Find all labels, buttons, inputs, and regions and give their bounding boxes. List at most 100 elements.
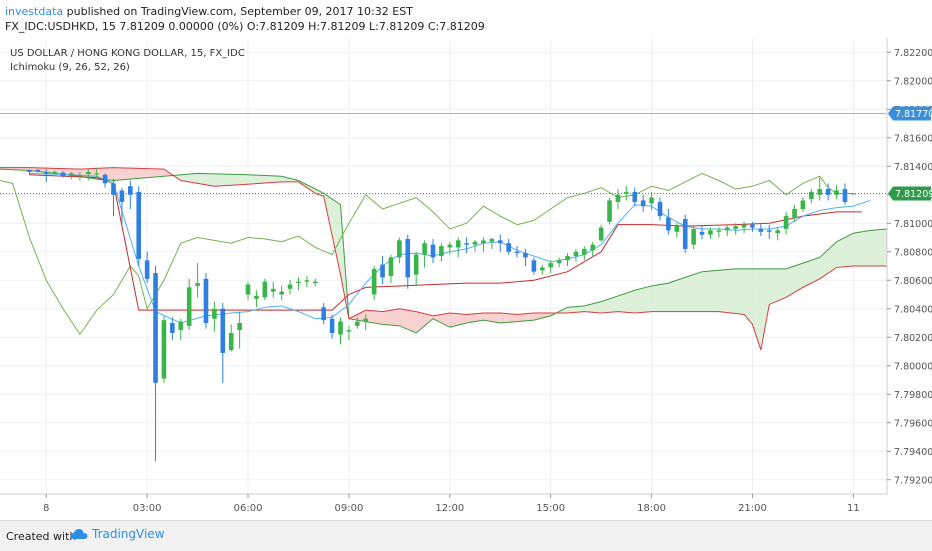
candle (523, 248, 528, 266)
candle (270, 281, 276, 298)
candle-body (27, 169, 32, 172)
candle-body (77, 174, 83, 176)
candle-body (203, 278, 209, 323)
candle (792, 204, 797, 222)
candle-body (296, 281, 301, 284)
candle-body (573, 251, 579, 257)
candle (766, 224, 772, 239)
candle-body (523, 253, 528, 258)
publish-info: published on TradingView.com, September … (63, 5, 413, 18)
candle-body (228, 332, 234, 351)
candle-body (775, 230, 781, 234)
symbol-legend[interactable]: US DOLLAR / HONG KONG DOLLAR, 15, FX_IDC (10, 48, 245, 59)
publish-line: investdata published on TradingView.com,… (5, 5, 413, 18)
candle-body (699, 231, 705, 235)
candle-body (355, 321, 360, 326)
candle-body (237, 323, 242, 331)
candle (119, 187, 125, 224)
candle (35, 169, 41, 173)
price-tick-label: 7.79400 (894, 447, 932, 458)
candle (136, 186, 142, 266)
price-tick-label: 7.81600 (894, 133, 932, 144)
candle-body (539, 267, 545, 271)
candle (716, 227, 722, 238)
candle-body (632, 191, 638, 202)
candle-body (94, 173, 99, 175)
candle (439, 243, 444, 262)
candle (262, 278, 268, 301)
tradingview-logo[interactable]: TradingView (70, 527, 165, 541)
candle (758, 223, 764, 237)
candle (380, 256, 385, 285)
candle (60, 171, 66, 178)
indicator-legend[interactable]: Ichimoku (9, 26, 52, 26) (10, 62, 130, 73)
candle-body (380, 264, 385, 278)
candle-body (825, 189, 831, 195)
candle (321, 303, 327, 325)
candle-body (682, 218, 688, 249)
candle-body (447, 244, 453, 248)
candle-body (371, 268, 377, 295)
cloud-logo-icon (70, 529, 88, 539)
candle (632, 187, 638, 207)
candle-body (809, 191, 814, 200)
candle-body (262, 281, 268, 298)
candle (607, 197, 612, 225)
candle (346, 325, 352, 341)
candle (733, 223, 738, 235)
candle (624, 186, 629, 201)
price-badges: 7.81770 7.81209 (888, 106, 932, 201)
candle-body (321, 307, 327, 321)
candle-body (52, 171, 57, 174)
candle-body (102, 174, 108, 184)
footer: Created with TradingView (0, 520, 932, 551)
candle-body (35, 169, 41, 172)
candle-body (270, 288, 276, 292)
time-tick-label: 21:00 (738, 503, 767, 514)
senkou-span-b-line (0, 167, 887, 351)
candle-body (136, 191, 142, 259)
candle-body (489, 238, 495, 242)
candle (371, 266, 377, 301)
candle (195, 263, 200, 298)
candle-body (800, 200, 806, 209)
candle (397, 237, 402, 264)
price-chart[interactable]: 7.822007.820007.818007.816007.814007.812… (0, 38, 932, 520)
candle-body (60, 172, 66, 177)
candle-body (178, 321, 184, 331)
candle-body (851, 193, 856, 195)
candle (111, 179, 116, 217)
candle (279, 285, 284, 301)
price-tick-label: 7.80600 (894, 276, 932, 287)
high-price-badge: 7.81770 (888, 106, 932, 121)
candle (489, 237, 495, 249)
candle-body (186, 287, 192, 326)
candle-body (388, 257, 394, 276)
candle (153, 266, 158, 462)
candle (287, 280, 293, 295)
price-tick-label: 7.81000 (894, 219, 932, 230)
candle (682, 214, 688, 254)
candle-body (279, 291, 284, 295)
author-link[interactable]: investdata (5, 5, 64, 18)
candle (27, 169, 32, 175)
price-tick-label: 7.80200 (894, 333, 932, 344)
candle-body (607, 200, 612, 222)
candle (775, 227, 781, 241)
candle (237, 311, 242, 349)
candle-body (624, 191, 629, 194)
candle-body (497, 240, 503, 244)
candle-body (691, 228, 696, 245)
candle (539, 264, 545, 275)
candle (783, 211, 789, 235)
time-axis[interactable]: 8 03:00 06:00 09:00 12:00 15:00 18:00 21:00 11 (43, 494, 860, 514)
candle-body (582, 248, 587, 255)
candle (531, 257, 537, 275)
candle-body (195, 283, 200, 286)
candle (338, 317, 343, 345)
time-tick-label: 09:00 (335, 503, 364, 514)
candle-body (161, 320, 167, 379)
candle-body (792, 209, 797, 218)
candle-body (817, 189, 823, 195)
candle (455, 237, 461, 258)
